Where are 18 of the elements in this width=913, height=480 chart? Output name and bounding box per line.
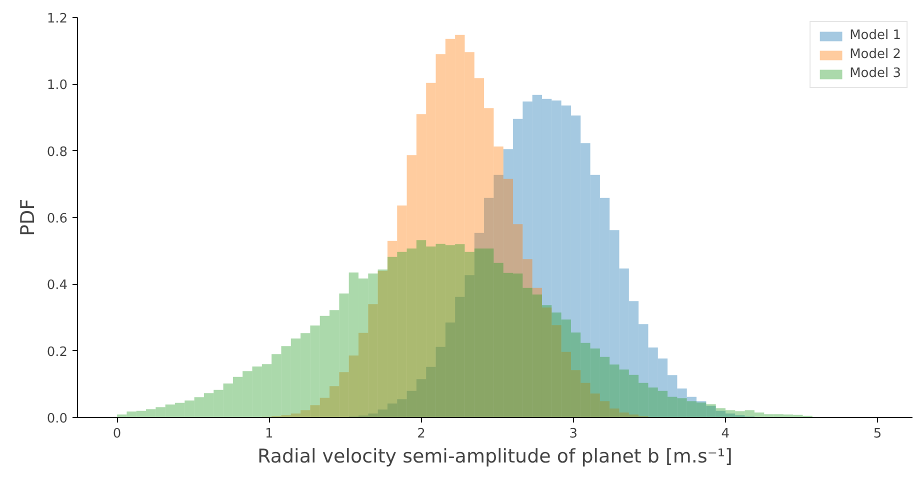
- legend-label: Model 1: [850, 28, 901, 43]
- y-tick-label: 0.6: [46, 212, 68, 226]
- y-tick-label: 0.8: [46, 144, 68, 160]
- y-tick-label: 1.2: [46, 12, 68, 26]
- x-tick-label: 4: [721, 426, 730, 442]
- x-axis-title: Radial velocity semi-amplitude of planet b [m.s⁻¹]: [258, 446, 732, 468]
- legend-label: Model 3: [850, 66, 901, 81]
- legend-label: Model 2: [850, 47, 901, 62]
- y-tick-label: 0.4: [46, 278, 68, 294]
- x-tick-label: 3: [569, 426, 578, 442]
- y-tick-label: 1.0: [46, 78, 68, 94]
- x-tick-label: 5: [873, 426, 882, 442]
- x-tick-label: 1: [265, 426, 274, 442]
- x-tick-label: 2: [417, 426, 426, 442]
- y-axis-title: PDF: [16, 198, 39, 236]
- y-tick-label: 0.0: [46, 412, 68, 426]
- y-tick-label: 0.2: [46, 344, 68, 360]
- x-tick-label: 0: [112, 426, 122, 442]
